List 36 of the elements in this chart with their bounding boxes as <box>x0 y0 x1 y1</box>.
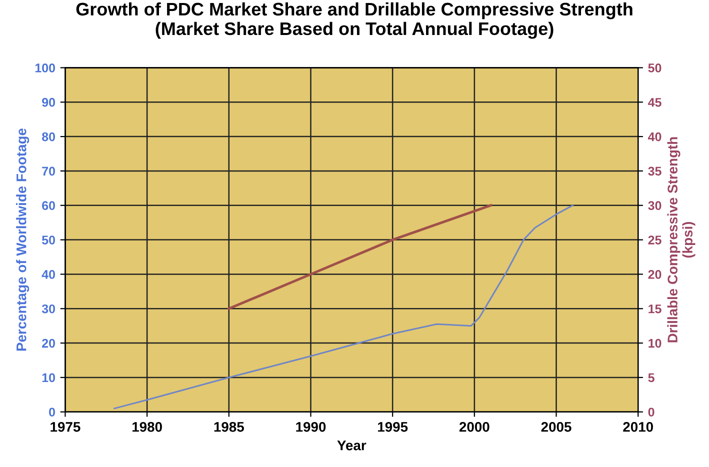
y2-tick-label: 25 <box>648 236 662 244</box>
y-tick-label: 60 <box>42 201 55 210</box>
x-tick-label: 1985 <box>214 422 244 432</box>
x-tick-label: 1995 <box>378 422 408 432</box>
y-tick-label: 50 <box>42 236 55 244</box>
y2-tick-label: 50 <box>648 64 662 72</box>
line-series <box>114 204 574 410</box>
chart-title: Growth of PDC Market Share and Drillable Compressive Strength (Market Share Based on Total Annual Footage) <box>76 2 632 39</box>
y2-tick-label: 20 <box>648 270 662 279</box>
x-tick-label: 2010 <box>623 422 653 432</box>
y-tick-label: 90 <box>42 98 55 107</box>
x-axis-title: Year <box>337 440 366 450</box>
y-tick-label: 30 <box>42 304 55 314</box>
y-axis-title: Percentage of Worldwide Footage <box>16 128 30 351</box>
x-tick-label: 1975 <box>50 422 80 432</box>
line-series <box>228 204 492 310</box>
y2-tick-label: 15 <box>648 304 662 314</box>
y-tick-label: 40 <box>42 270 55 279</box>
x-tick-label: 1980 <box>132 422 162 432</box>
y2-tick-label: 5 <box>648 373 654 382</box>
x-tick-label: 2000 <box>459 422 490 432</box>
x-tick-label: 1990 <box>296 422 326 432</box>
y-tick-label: 20 <box>42 338 55 348</box>
y-tick-label: 80 <box>42 132 55 142</box>
y-tick-label: 10 <box>42 373 55 382</box>
y2-tick-label: 45 <box>648 98 662 107</box>
y2-tick-label: 30 <box>648 201 662 210</box>
y2-tick-label: 10 <box>648 338 662 348</box>
y-tick-label: 0 <box>49 408 55 417</box>
y-tick-label: 100 <box>35 64 55 72</box>
y-tick-label: 70 <box>42 166 55 176</box>
x-tick-label: 2005 <box>541 422 572 432</box>
y2-tick-label: 40 <box>648 132 662 142</box>
y2-axis-title: Drillable Compressive Strength (kpsi) <box>667 137 696 342</box>
y2-tick-label: 0 <box>648 408 654 417</box>
y2-tick-label: 35 <box>648 166 662 176</box>
